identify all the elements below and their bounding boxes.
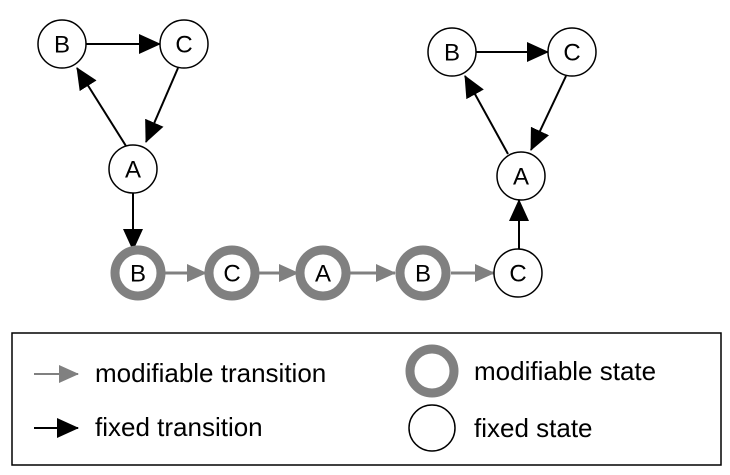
svg-text:A: A — [315, 261, 331, 288]
svg-text:C: C — [223, 261, 240, 288]
legend-fixed-state-label: fixed state — [474, 413, 593, 443]
fixed-state-b: B — [37, 19, 87, 69]
top-left-cycle: B C A — [37, 19, 209, 251]
svg-text:C: C — [509, 261, 526, 288]
legend-modifiable-state-label: modifiable state — [474, 356, 656, 386]
fixed-state-c: C — [159, 19, 209, 69]
legend-modifiable-state-icon — [405, 344, 459, 398]
fixed-state-a: A — [108, 144, 158, 194]
svg-text:C: C — [175, 32, 192, 59]
fixed-state-a-right: A — [496, 151, 546, 201]
legend: modifiable transition fixed transition m… — [11, 332, 722, 466]
modifiable-state-c: C — [204, 245, 260, 301]
modifiable-state-a: A — [295, 245, 351, 301]
svg-text:B: B — [444, 40, 460, 67]
svg-text:A: A — [513, 164, 529, 191]
fixed-state-chain-c: C — [493, 248, 543, 298]
legend-box — [11, 332, 722, 466]
fixed-transition-c-a-right — [530, 75, 567, 151]
legend-fixed-state-icon — [408, 404, 456, 452]
svg-text:B: B — [54, 32, 70, 59]
svg-text:B: B — [415, 261, 431, 288]
fixed-transition-a-b-right — [464, 75, 509, 155]
top-right-cycle: B C A — [427, 27, 597, 249]
svg-text:A: A — [125, 157, 141, 184]
fixed-transition-a-b — [76, 67, 127, 147]
legend-fixed-transition-label: fixed transition — [95, 412, 263, 442]
state-chain: B C A B C — [110, 245, 543, 301]
legend-modifiable-transition-label: modifiable transition — [95, 358, 326, 388]
fixed-transition-c-a — [145, 67, 179, 143]
modifiable-state-b-2: B — [395, 245, 451, 301]
svg-text:C: C — [563, 40, 580, 67]
fixed-state-c-right: C — [547, 27, 597, 77]
modifiable-state-b: B — [110, 245, 166, 301]
svg-text:B: B — [130, 261, 146, 288]
fixed-state-b-right: B — [427, 27, 477, 77]
